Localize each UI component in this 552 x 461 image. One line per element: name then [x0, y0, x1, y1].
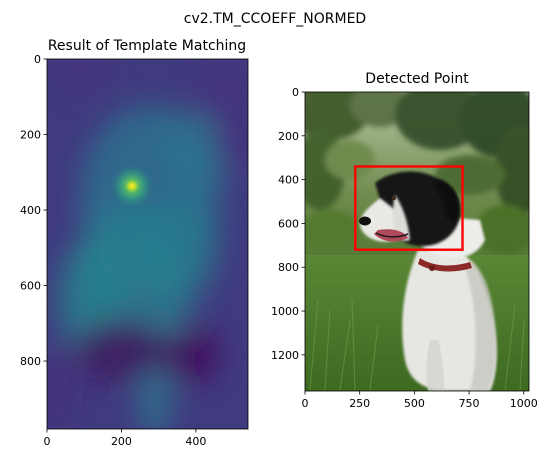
- heatmap-ytick-label: 800: [20, 355, 41, 368]
- detection-xtick-label: 750: [459, 397, 480, 410]
- detection-ytick-label: 800: [278, 261, 299, 274]
- heatmap-ytick-label: 600: [20, 280, 41, 293]
- heatmap-ytick-label: 400: [20, 204, 41, 217]
- heatmap-axes: 0 200 400 0 200 400 600 800: [20, 53, 206, 448]
- heatmap-ytick-label: 0: [34, 53, 41, 66]
- heatmap-xtick-label: 0: [44, 435, 51, 448]
- detection-xtick-label: 1000: [510, 397, 538, 410]
- detection-ytick-label: 1200: [271, 349, 299, 362]
- heatmap-peak: [116, 170, 148, 202]
- detection-ytick-label: 600: [278, 217, 299, 230]
- heatmap-xtick-label: 400: [185, 435, 206, 448]
- figure-suptitle: cv2.TM_CCOEFF_NORMED: [184, 11, 366, 27]
- heatmap-xtick-label: 200: [111, 435, 132, 448]
- heatmap-surface: [47, 59, 248, 429]
- detection-xtick-label: 0: [302, 397, 309, 410]
- detection-ytick-label: 200: [278, 130, 299, 143]
- heatmap-panel: Result of Template Matching: [20, 38, 249, 448]
- heatmap-title: Result of Template Matching: [48, 38, 246, 54]
- detection-panel: Detected Point: [271, 71, 538, 410]
- detection-xtick-label: 250: [349, 397, 370, 410]
- detection-frame: [304, 91, 530, 392]
- detection-axes: 0 250 500 750 1000 0 200 400 600 800 1000 1200: [271, 86, 538, 410]
- detection-ytick-label: 400: [278, 174, 299, 187]
- detected-box: [354, 165, 464, 251]
- detection-title: Detected Point: [365, 71, 469, 87]
- heatmap-frame: [46, 58, 249, 430]
- heatmap-ytick-label: 200: [20, 129, 41, 142]
- dog-photo: [305, 92, 529, 391]
- dog: [359, 171, 497, 391]
- detection-ytick-label: 0: [292, 86, 299, 99]
- detection-xtick-label: 500: [404, 397, 425, 410]
- detection-ytick-label: 1000: [271, 305, 299, 318]
